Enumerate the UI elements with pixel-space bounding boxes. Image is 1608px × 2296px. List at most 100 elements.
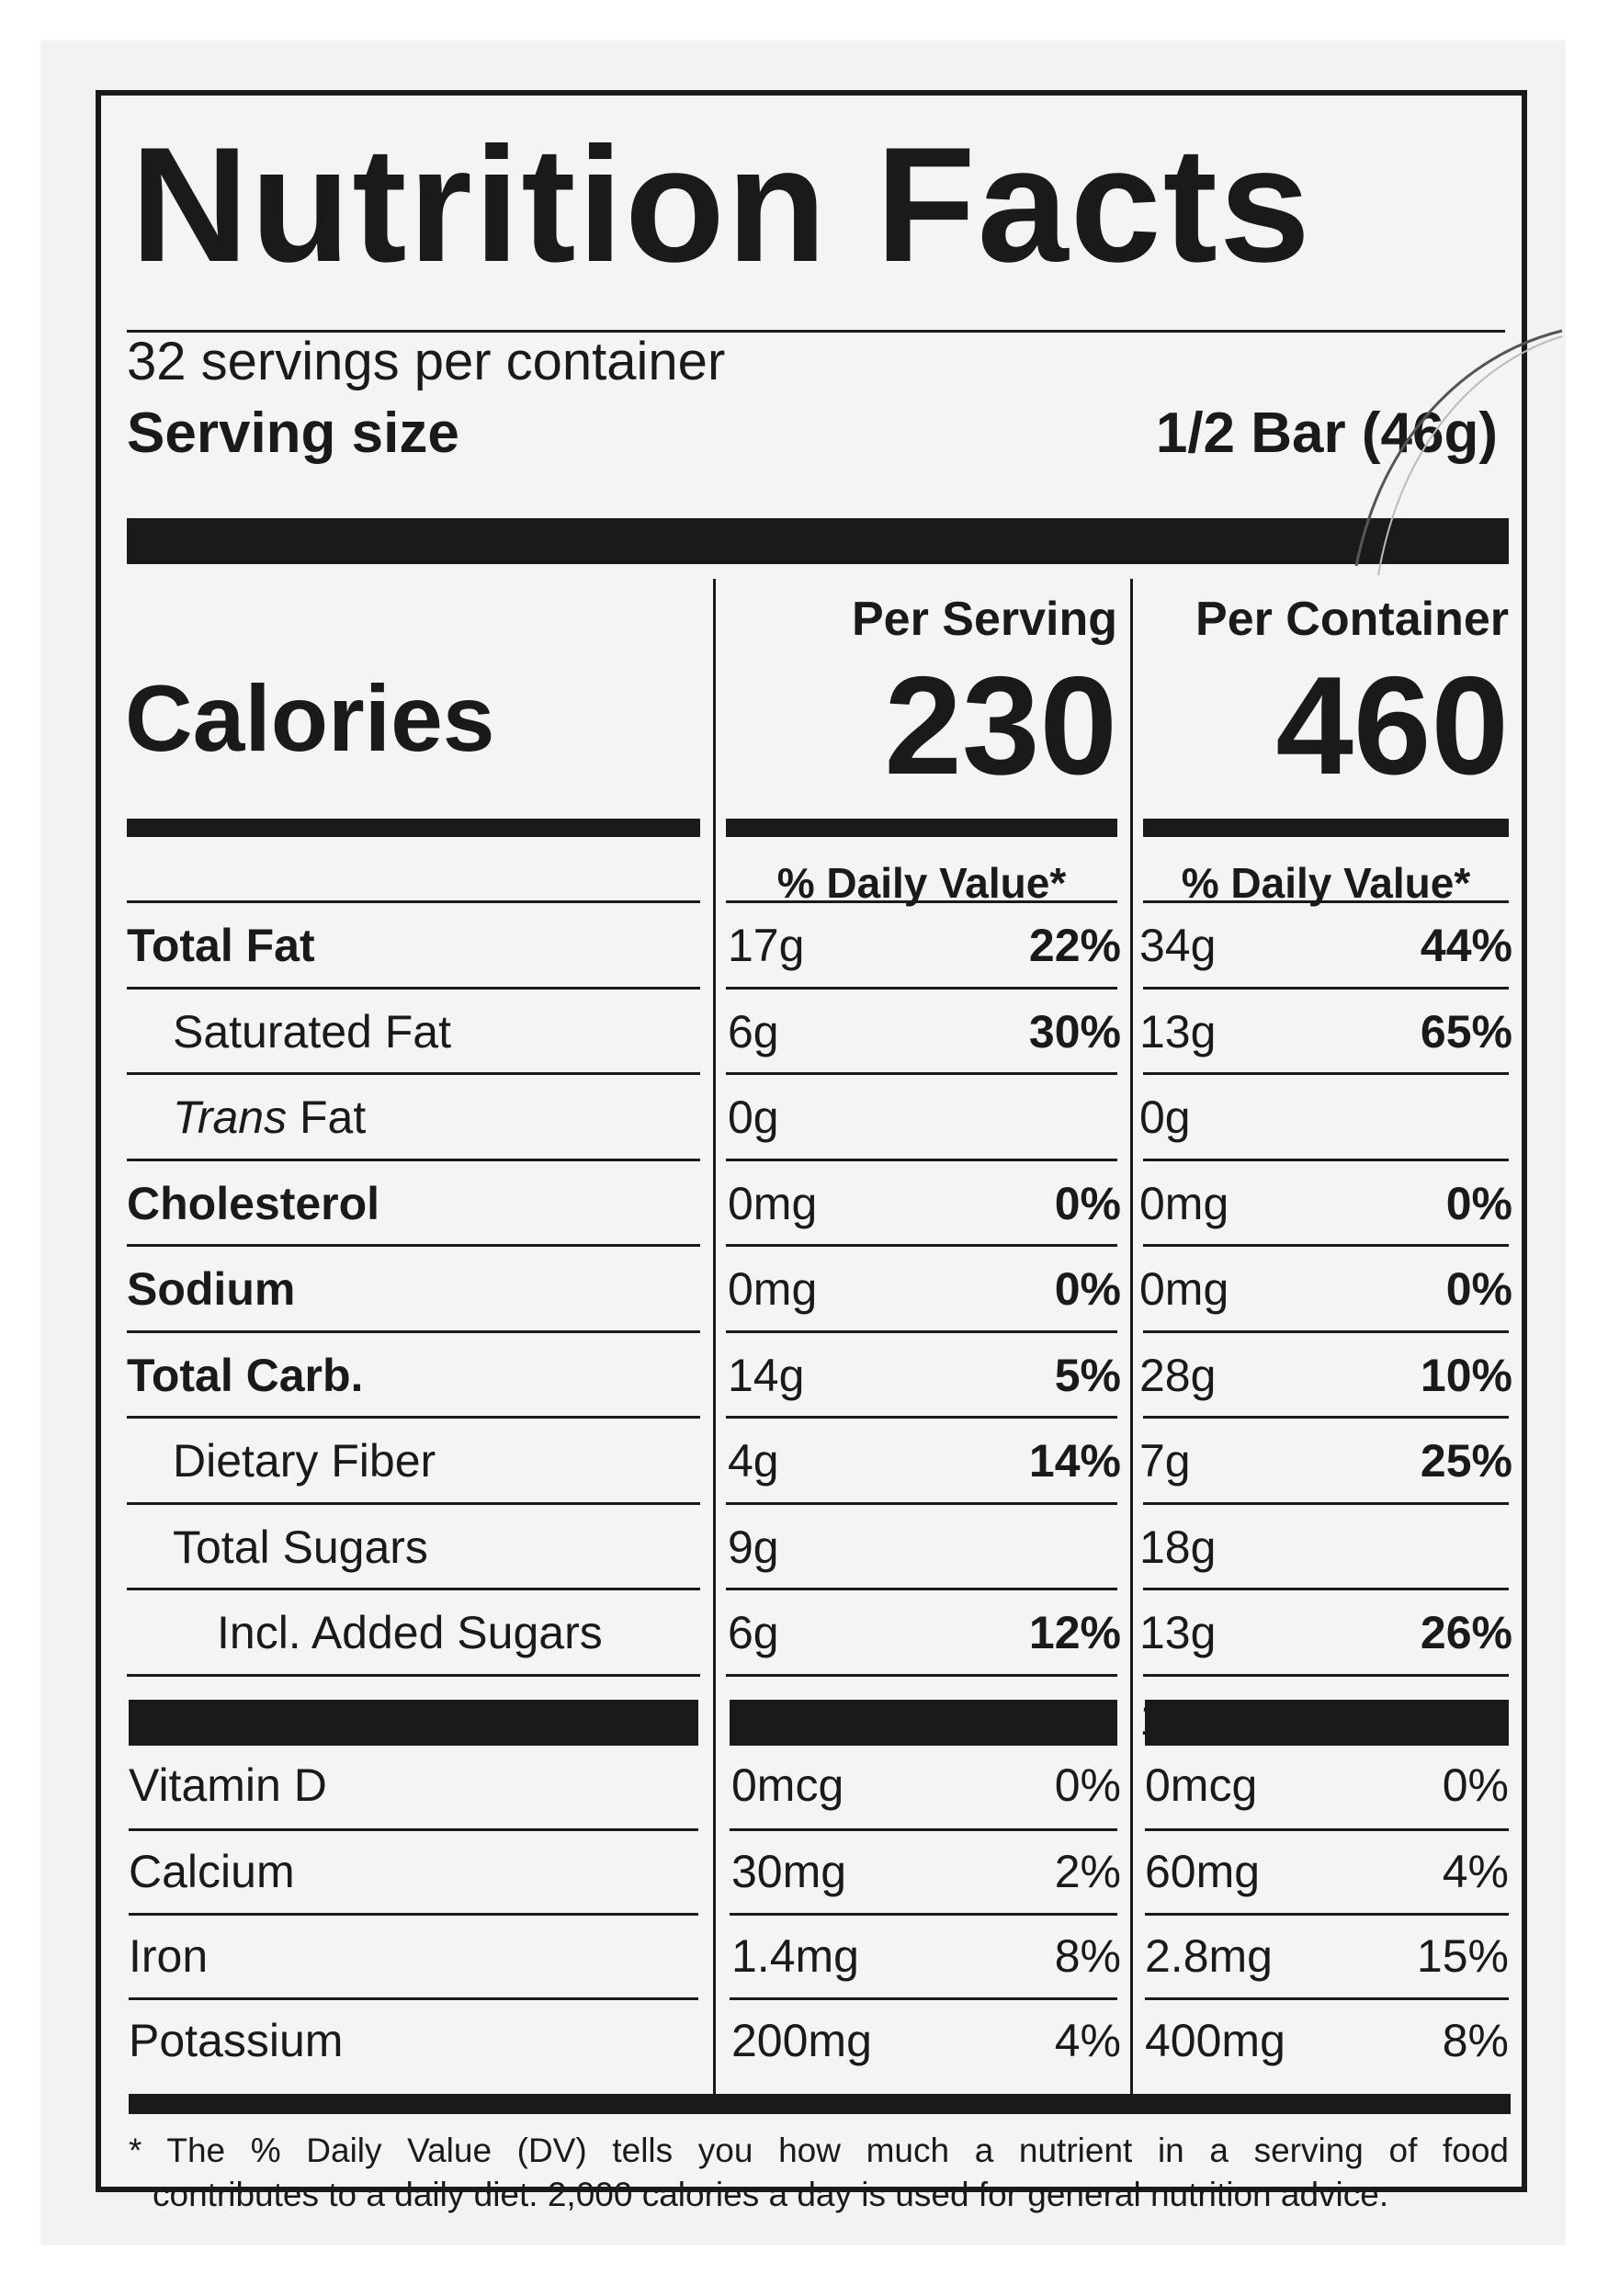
vitamin-serving-daily-value: 8% [1054, 1930, 1121, 1982]
container-daily-value: 26% [1420, 1607, 1512, 1658]
serving-amount: 0mg [728, 1263, 818, 1315]
vitamin-name: Iron [129, 1930, 209, 1982]
nutrient-name: Total Carb. [127, 1349, 364, 1401]
container-amount: 18g [1139, 1521, 1217, 1573]
vitamin-container-amount: 400mg [1145, 2015, 1285, 2066]
serving-amount: 0g [728, 1091, 779, 1143]
vitamin-name: Potassium [129, 2015, 344, 2066]
container-amount: 0g [1139, 1091, 1191, 1143]
nutrient-name: Total Sugars [173, 1521, 428, 1573]
container-amount: 34g [1139, 920, 1217, 971]
serving-amount: 4g [728, 1435, 779, 1487]
vitamin-serving-amount: 1.4mg [731, 1930, 859, 1982]
per-serving-heading: Per Serving [851, 593, 1117, 646]
vitamin-container-amount: 60mg [1145, 1846, 1261, 1897]
calories-per-serving: 230 [884, 648, 1117, 804]
container-daily-value: 10% [1420, 1349, 1512, 1401]
serving-daily-value: 0% [1054, 1263, 1121, 1315]
row-divider-left [127, 1072, 700, 1075]
vitamin-serving-amount: 0mcg [731, 1759, 844, 1811]
column-divider-left [713, 579, 716, 2109]
serving-size-thick-bar [127, 518, 1509, 564]
row-divider-right [1143, 1072, 1509, 1075]
vitamin-container-daily-value: 8% [1442, 2015, 1509, 2066]
row-divider-left [127, 1416, 700, 1419]
vitamin-container-daily-value: 15% [1416, 1930, 1509, 1982]
serving-daily-value: 12% [1028, 1607, 1121, 1658]
nutrient-name: Incl. Added Sugars [217, 1607, 603, 1658]
row-divider-left [127, 986, 700, 990]
calories-bar-left [127, 819, 700, 837]
vitamin-divider-left [129, 1913, 698, 1916]
nutrient-name-italic: Trans [173, 1091, 288, 1143]
footnote-bar [129, 2094, 1511, 2114]
vitamin-container-amount: 0mcg [1145, 1759, 1258, 1811]
vitamin-divider-middle [730, 1997, 1117, 2000]
label-background: Nutrition Facts 32 servings per containe… [40, 40, 1566, 2245]
vitamins-bar-left [129, 1700, 698, 1746]
serving-daily-value: 0% [1054, 1177, 1121, 1229]
package-fold-curve [1354, 329, 1563, 576]
nutrition-facts-label: Nutrition Facts 32 servings per containe… [96, 90, 1527, 2213]
row-divider-middle [726, 1158, 1117, 1161]
daily-value-heading-serving: % Daily Value* [776, 859, 1067, 907]
nutrient-name: Trans Fat [173, 1091, 366, 1144]
calories-per-container: 460 [1275, 648, 1509, 804]
row-divider-right [1143, 1588, 1509, 1590]
serving-amount: 14g [728, 1349, 805, 1401]
vitamin-divider-right [1145, 1828, 1509, 1831]
calories-bar-right [1143, 819, 1509, 837]
row-divider-right [1143, 1329, 1509, 1333]
vitamin-serving-daily-value: 4% [1054, 2015, 1121, 2066]
serving-daily-value: 30% [1028, 1005, 1121, 1058]
serving-size-label: Serving size [127, 402, 459, 465]
row-divider-middle [726, 1501, 1117, 1505]
vitamin-serving-daily-value: 2% [1054, 1846, 1121, 1897]
serving-daily-value: 5% [1054, 1349, 1121, 1401]
serving-amount: 17g [728, 920, 805, 971]
vitamin-name: Calcium [129, 1846, 295, 1897]
daily-value-heading-container: % Daily Value* [1181, 859, 1471, 907]
container-daily-value: 25% [1420, 1435, 1512, 1487]
nutrient-name-rest: Fat [287, 1091, 367, 1143]
nutrient-name: Dietary Fiber [173, 1435, 436, 1487]
vitamin-divider-left [129, 1828, 698, 1831]
label-title: Nutrition Facts [130, 113, 1312, 296]
row-divider-right [1143, 1158, 1509, 1161]
serving-daily-value: 14% [1028, 1435, 1121, 1487]
servings-per-container: 32 servings per container [127, 332, 726, 391]
calories-label: Calories [125, 666, 495, 771]
row-divider-middle [726, 1588, 1117, 1590]
vitamin-divider-left [129, 1997, 698, 2000]
row-divider-left [127, 1501, 700, 1505]
row-divider-middle [726, 1673, 1117, 1677]
row-divider-middle [726, 1244, 1117, 1247]
vitamin-container-daily-value: 4% [1442, 1846, 1509, 1897]
container-amount: 13g [1139, 1005, 1217, 1058]
serving-daily-value: 22% [1028, 920, 1121, 971]
container-daily-value: 44% [1420, 920, 1512, 971]
container-daily-value: 0% [1445, 1263, 1512, 1315]
vitamin-serving-daily-value: 0% [1054, 1759, 1121, 1811]
vitamin-container-amount: 2.8mg [1145, 1930, 1273, 1982]
vitamin-container-daily-value: 0% [1442, 1759, 1509, 1811]
footnote-line-2: contributes to a daily diet. 2,000 calor… [153, 2176, 1389, 2213]
nutrient-name: Saturated Fat [173, 1005, 451, 1058]
per-container-heading: Per Container [1195, 593, 1509, 646]
nutrient-name: Total Fat [127, 920, 315, 971]
container-daily-value: 65% [1420, 1005, 1512, 1058]
footnote-line-1: * The % Daily Value (DV) tells you how m… [129, 2132, 1509, 2169]
row-divider-middle [726, 1416, 1117, 1419]
nutrient-name: Sodium [127, 1263, 296, 1315]
container-amount: 0mg [1139, 1263, 1229, 1315]
container-amount: 0mg [1139, 1177, 1229, 1229]
container-amount: 7g [1139, 1435, 1191, 1487]
nutrient-name: Cholesterol [127, 1177, 380, 1229]
vitamin-serving-amount: 30mg [731, 1846, 847, 1897]
vitamin-divider-right [1145, 1997, 1509, 2000]
vitamin-serving-amount: 200mg [731, 2015, 872, 2066]
calories-bar-middle [726, 819, 1117, 837]
serving-amount: 6g [728, 1607, 779, 1658]
row-divider-left [127, 1329, 700, 1333]
container-daily-value: 0% [1445, 1177, 1512, 1229]
